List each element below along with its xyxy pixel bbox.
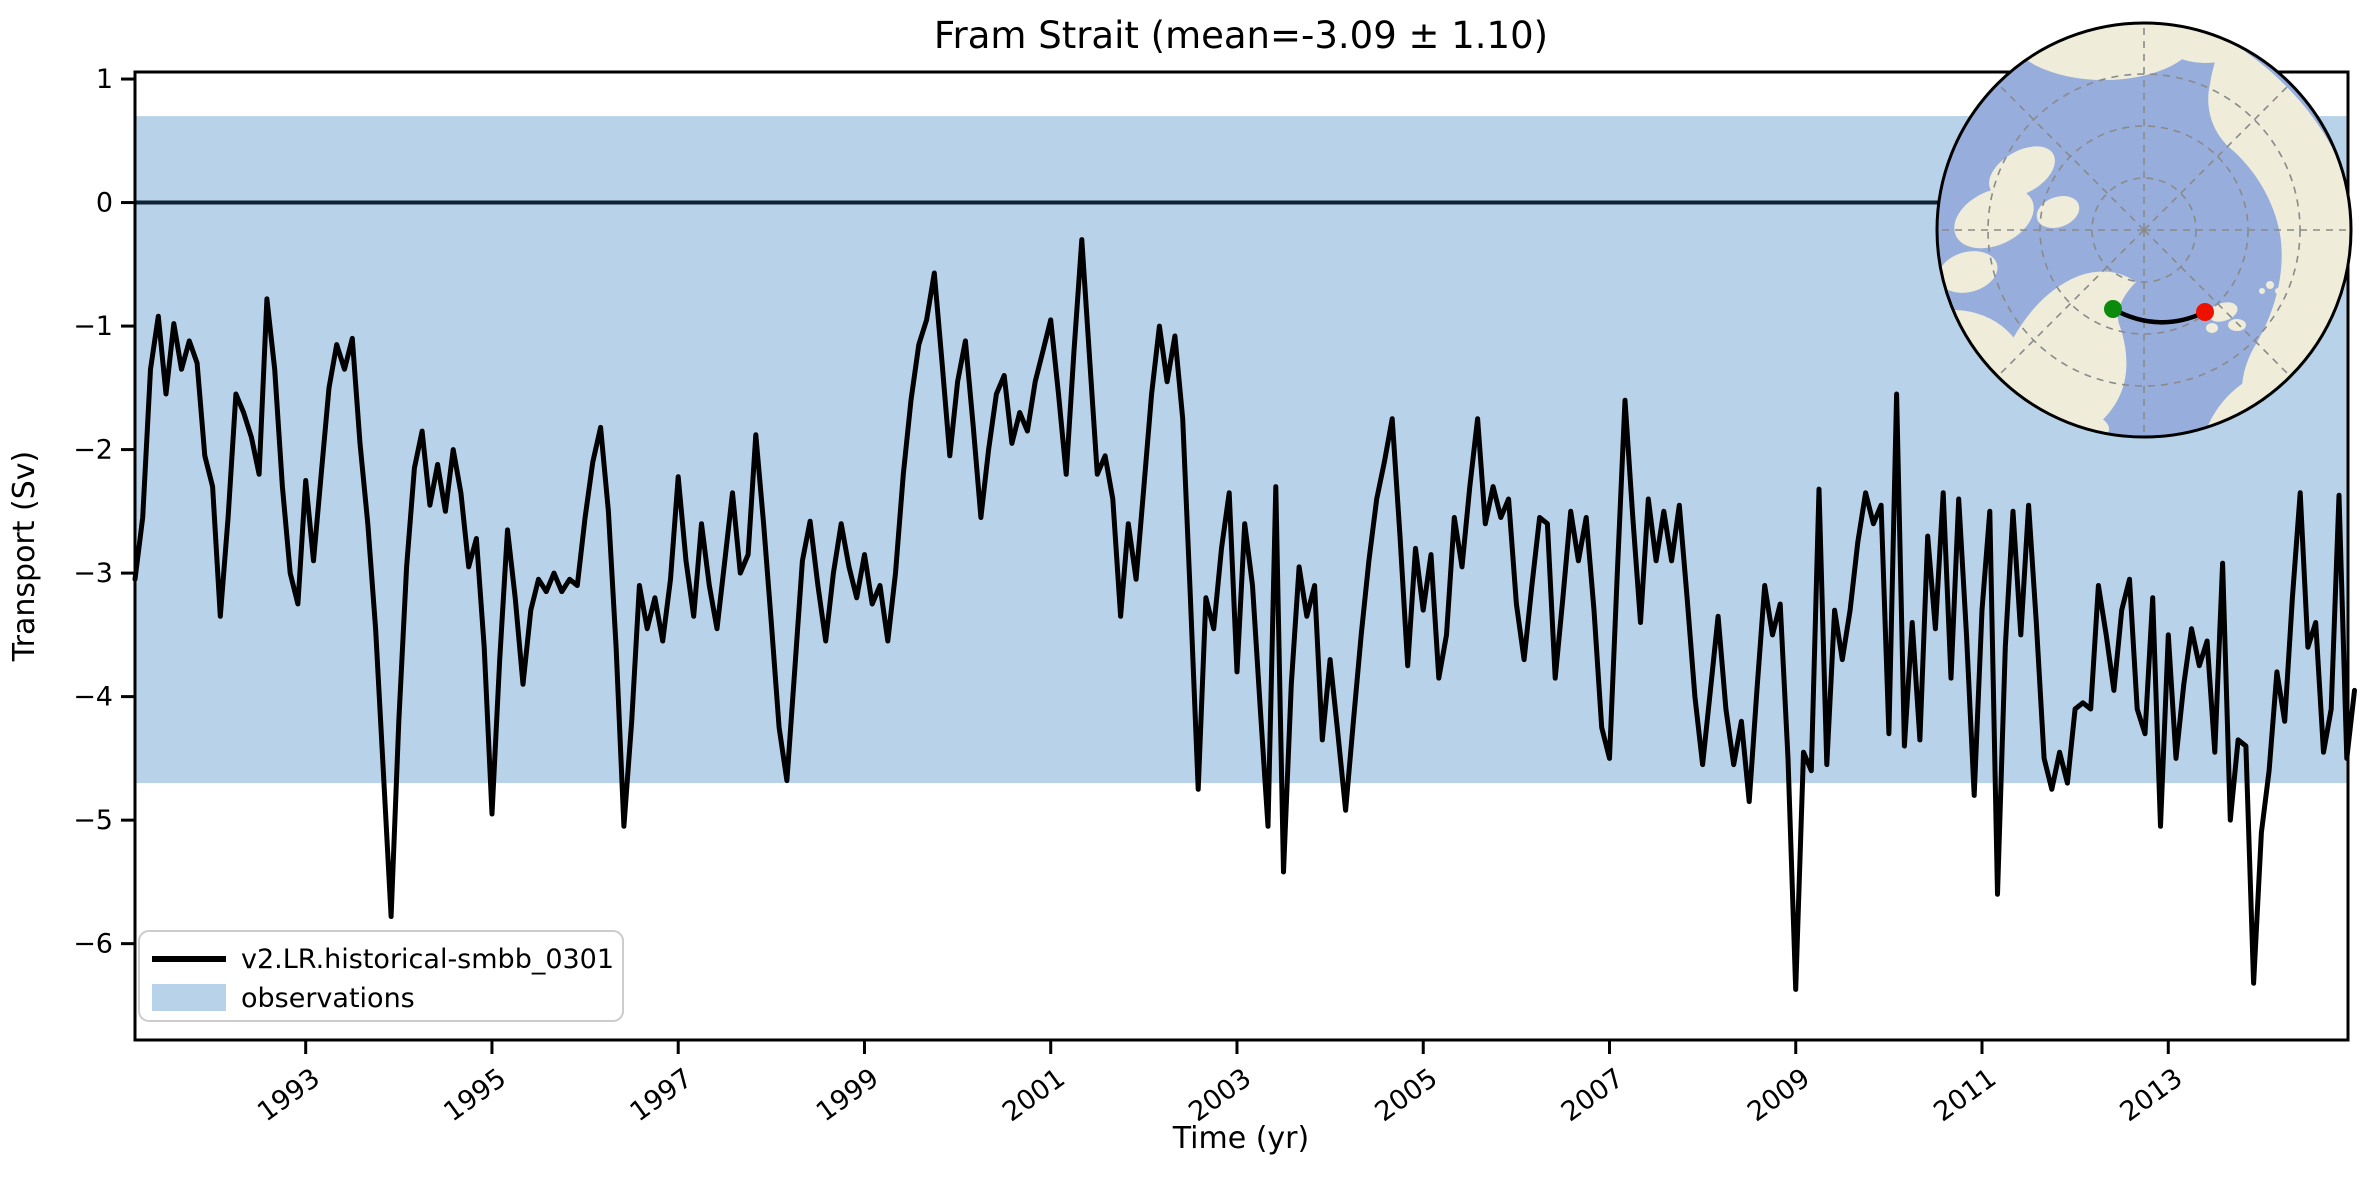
y-tick-label: −4 [73, 682, 113, 713]
legend-observations-label: observations [241, 983, 415, 1014]
map-land-svalbard [2228, 319, 2246, 331]
axes-spines [133, 70, 2350, 1042]
legend: v2.LR.historical-smbb_0301 observations [138, 930, 624, 1022]
y-tick-label: −2 [73, 435, 113, 466]
map-border-circle [1935, 21, 2353, 439]
x-tick-label: 2009 [1742, 1063, 1816, 1128]
x-tick-label: 2013 [2115, 1063, 2189, 1128]
x-tick-label: 1993 [252, 1063, 326, 1128]
x-tick-label: 2003 [1183, 1063, 1257, 1128]
x-tick-label: 1995 [438, 1063, 512, 1128]
x-tick-label: 1997 [625, 1063, 699, 1128]
map-land-island [1954, 187, 2034, 249]
legend-series-label: v2.LR.historical-smbb_0301 [241, 944, 614, 975]
map-land-islet [2259, 288, 2265, 294]
section-end-marker-icon [2196, 303, 2214, 321]
map-land-island [2036, 196, 2080, 228]
chart-title: Fram Strait (mean=-3.09 ± 1.10) [934, 14, 1548, 57]
section-start-marker-icon [2104, 300, 2122, 318]
y-tick-label: 1 [96, 64, 113, 95]
y-tick-label: −3 [73, 558, 113, 589]
x-axis-ticks: 1993 1995 1997 1999 2001 2003 2005 2007 2009 2011… [252, 1040, 2188, 1128]
fram-strait-section-line [2111, 307, 2206, 325]
map-graticule-meridian [2143, 229, 2291, 377]
y-axis-label: Transport (Sv) [7, 451, 42, 663]
x-axis-label: Time (yr) [1172, 1121, 1309, 1156]
map-graticule-meridian [1997, 229, 2145, 377]
y-tick-label: −6 [73, 929, 113, 960]
model-series-line [132, 237, 2357, 992]
map-land-islet [2266, 281, 2274, 289]
x-tick-label: 2005 [1370, 1063, 1444, 1128]
x-tick-label: 1999 [811, 1063, 885, 1128]
map-land-island [1938, 251, 1998, 293]
x-tick-label: 2001 [997, 1063, 1071, 1128]
y-axis-ticks: 1 0 −1 −2 −3 −4 −5 −6 [73, 64, 135, 960]
map-graticule [1937, 23, 2351, 437]
map-land-svalbard [2206, 323, 2218, 333]
y-tick-label: −1 [73, 311, 113, 342]
map-land-siberia [2208, 38, 2351, 432]
x-tick-label: 2007 [1556, 1063, 1630, 1128]
map-graticule-meridian [1997, 83, 2145, 231]
map-graticule-meridian [2143, 83, 2291, 231]
y-tick-label: −5 [73, 805, 113, 836]
map-land-islet [2275, 288, 2281, 294]
legend-observations-patch-swatch [152, 984, 226, 1011]
x-tick-label: 2011 [1928, 1063, 2002, 1128]
y-tick-label: 0 [96, 188, 113, 219]
map-land-greenland [1997, 271, 2136, 437]
legend-box [138, 930, 624, 1022]
map-land-alaska [2009, 23, 2199, 80]
